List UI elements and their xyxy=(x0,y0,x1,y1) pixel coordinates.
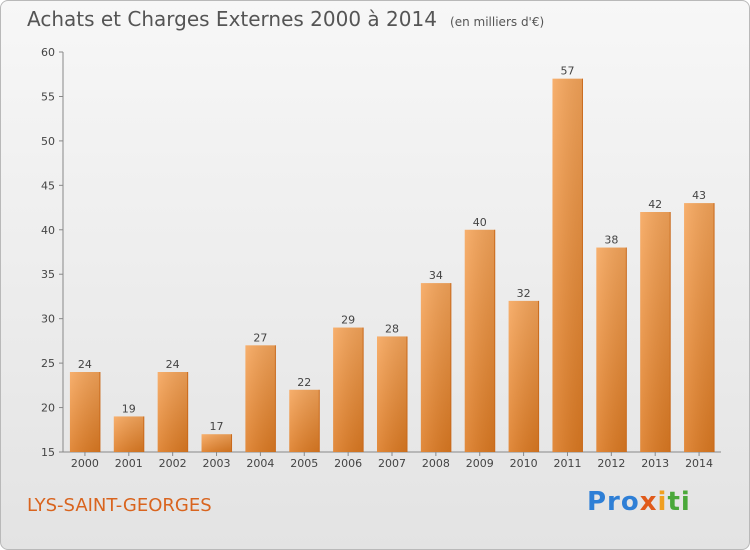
logo-part-1: Pro xyxy=(587,487,640,517)
x-tick-label: 2003 xyxy=(203,457,231,470)
bar-shade xyxy=(552,78,583,453)
x-tick-label: 2005 xyxy=(290,457,318,470)
chart-bars xyxy=(69,78,715,453)
y-tick-label: 50 xyxy=(41,135,55,148)
x-tick-label: 2010 xyxy=(510,457,538,470)
y-tick-label: 30 xyxy=(41,313,55,326)
bar-value-label: 22 xyxy=(297,376,311,389)
y-tick-label: 60 xyxy=(41,46,55,59)
bar-value-label: 17 xyxy=(210,420,224,433)
x-tick-label: 2009 xyxy=(466,457,494,470)
bar-value-label: 42 xyxy=(648,198,662,211)
x-tick-label: 2006 xyxy=(334,457,362,470)
bar-shade xyxy=(640,212,671,452)
y-tick-label: 15 xyxy=(41,446,55,459)
bar-shade xyxy=(157,372,188,452)
bar-value-label: 29 xyxy=(341,314,355,327)
chart-unit-note: (en milliers d'€) xyxy=(450,15,545,29)
bar-shade xyxy=(684,203,715,452)
y-tick-label: 40 xyxy=(41,224,55,237)
bar-value-label: 34 xyxy=(429,269,443,282)
bar-value-label: 43 xyxy=(692,189,706,202)
x-tick-label: 2014 xyxy=(685,457,713,470)
x-tick-label: 2011 xyxy=(553,457,581,470)
chart-title-text: Achats et Charges Externes 2000 à 2014 xyxy=(27,7,437,31)
bar-value-label: 32 xyxy=(517,287,531,300)
bar-shade xyxy=(464,229,495,452)
y-tick-label: 55 xyxy=(41,90,55,103)
bar-shade xyxy=(245,345,276,452)
bar-shade xyxy=(333,327,364,452)
chart-axes: 15 20 25 30 35 40 45 50 55 60 2000 2001 2002 2003 2004… xyxy=(41,46,721,470)
y-tick-label: 25 xyxy=(41,357,55,370)
x-tick-label: 2004 xyxy=(246,457,274,470)
bar-shade xyxy=(420,283,451,452)
bar-shade xyxy=(69,372,100,452)
x-tick-label: 2007 xyxy=(378,457,406,470)
bar-shade xyxy=(596,247,627,452)
x-tick-label: 2008 xyxy=(422,457,450,470)
x-tick-label: 2012 xyxy=(597,457,625,470)
location-name: LYS-SAINT-GEORGES xyxy=(27,495,212,516)
bar-value-label: 19 xyxy=(122,402,136,415)
y-tick-label: 35 xyxy=(41,268,55,281)
chart-bar-labels: 24 19 24 17 27 22 29 28 34 40 32 57 38 42 43 xyxy=(78,65,706,434)
logo-part-3: i xyxy=(657,487,668,517)
x-tick-label: 2013 xyxy=(641,457,669,470)
bar-shade xyxy=(113,416,144,452)
bar-value-label: 24 xyxy=(166,358,180,371)
x-tick-label: 2002 xyxy=(159,457,187,470)
bar-shade xyxy=(289,389,320,452)
y-tick-label: 20 xyxy=(41,402,55,415)
bar-value-label: 38 xyxy=(604,234,618,247)
bar-value-label: 24 xyxy=(78,358,92,371)
bar-shade xyxy=(508,300,539,452)
x-tick-label: 2000 xyxy=(71,457,99,470)
x-tick-label: 2001 xyxy=(115,457,143,470)
logo-part-4: ti xyxy=(667,487,691,517)
proxiti-logo: Proxiti xyxy=(587,487,691,517)
chart-title: Achats et Charges Externes 2000 à 2014 (… xyxy=(27,7,544,31)
bar-value-label: 57 xyxy=(560,65,574,78)
y-tick-label: 45 xyxy=(41,179,55,192)
logo-part-2: x xyxy=(639,487,658,517)
bar-value-label: 40 xyxy=(473,216,487,229)
bar-value-label: 28 xyxy=(385,322,399,335)
bar-shade xyxy=(201,434,232,452)
bar-value-label: 27 xyxy=(253,331,267,344)
bar-shade xyxy=(377,336,407,452)
